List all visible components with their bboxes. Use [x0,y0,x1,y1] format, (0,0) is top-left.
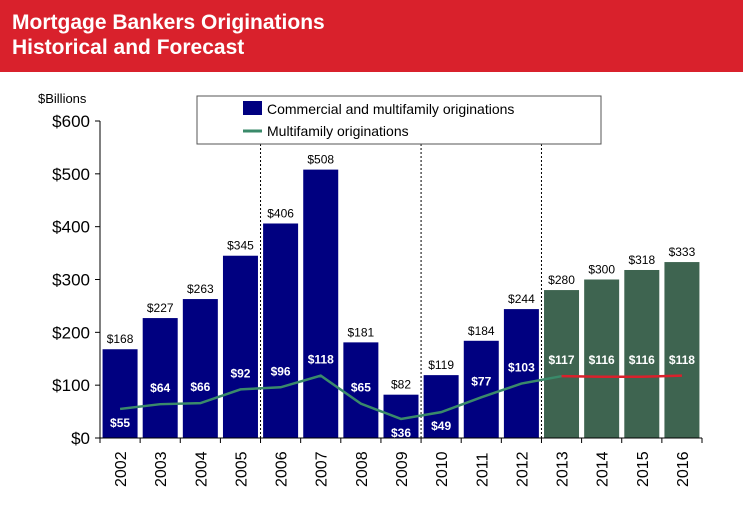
x-tick-label: 2008 [354,451,371,487]
line-value-label: $64 [150,381,170,395]
bar-2016 [664,262,700,438]
y-tick-label: $500 [52,165,90,184]
x-tick-label: 2005 [233,451,250,487]
bar-2005 [222,255,258,438]
y-tick-label: $400 [52,218,90,237]
multifamily-line-forecast [561,374,682,378]
bar-2008 [343,342,379,438]
bar-2003 [142,318,178,438]
legend-bar-swatch [243,101,262,115]
x-tick-label: 2016 [675,451,692,487]
x-tick-label: 2012 [514,451,531,487]
bar-value-label: $406 [267,206,294,220]
line-value-label: $66 [190,380,210,394]
legend-box [196,95,602,145]
line-value-label: $49 [431,419,451,433]
y-tick-label: $600 [52,112,90,131]
header-banner: Mortgage Bankers Originations Historical… [0,0,743,72]
page-title-line-2: Historical and Forecast [12,36,245,59]
x-tick-label: 2006 [274,451,291,487]
line-value-label: $77 [471,374,491,388]
page-title-line-1: Mortgage Bankers Originations [12,11,325,34]
bar-2012 [503,309,539,438]
line-value-label: $103 [508,361,535,375]
x-tick-label: 2009 [394,451,411,487]
legend-bar-label: Commercial and multifamily originations [267,101,514,117]
bar-value-label: $263 [187,282,214,296]
bar-value-label: $184 [468,324,495,338]
x-tick-label: 2010 [434,451,451,487]
bar-value-label: $227 [147,301,174,315]
bar-value-label: $244 [508,292,535,306]
bar-2011 [463,340,499,438]
line-value-label: $116 [589,353,615,367]
bar-2006 [263,223,299,438]
line-value-label: $118 [669,353,695,367]
bar-2004 [182,299,218,438]
y-tick-label: $100 [52,376,90,395]
x-tick-label: 2007 [314,451,331,487]
bar-2002 [102,349,138,438]
bar-value-label: $333 [669,245,696,259]
line-value-label: $118 [308,353,334,367]
axis-layer: $0 $100 $200 $300 $400 $500 $600 $Billions 2002 2… [38,91,703,487]
x-tick-label: 2014 [595,451,612,487]
bar-value-label: $181 [348,325,375,339]
bar-value-label: $168 [107,332,134,346]
y-tick-label: $200 [52,323,90,342]
bar-value-label: $82 [391,378,411,392]
y-tick-label: $300 [52,271,90,290]
line-value-label: $65 [351,381,371,395]
bar-value-label: $318 [628,253,655,267]
line-value-label: $92 [230,366,250,380]
line-value-label: $116 [629,353,655,367]
bar-value-label: $345 [227,239,254,253]
line-value-label: $117 [549,353,575,367]
bar-value-label: $119 [428,358,454,372]
x-tick-label: 2004 [193,451,210,487]
bar-value-label: $280 [548,273,575,287]
line-layer [119,374,682,421]
x-tick-label: 2015 [635,451,652,487]
line-value-label: $96 [271,364,291,378]
label-layer: $168 $227 $263 $345 $406 $508 $181 $82 $119 $184 $… [107,153,696,440]
line-value-label: $36 [391,426,411,440]
bar-layer [102,169,700,438]
bar-2007 [303,169,339,438]
legend: Commercial and multifamily originations … [196,95,602,145]
bar-value-label: $300 [588,263,615,277]
multifamily-line-historical [119,374,562,421]
y-axis-unit-label: $Billions [38,91,87,106]
bar-2014 [584,279,620,438]
x-tick-label: 2002 [113,451,130,487]
y-tick-label: $0 [71,429,90,448]
legend-line-label: Multifamily originations [267,123,409,139]
bar-value-label: $508 [307,153,334,167]
bar-2015 [624,269,660,438]
x-tick-label: 2011 [474,452,491,487]
x-tick-label: 2003 [153,451,170,487]
line-value-label: $55 [110,416,130,430]
divider-layer [260,144,542,438]
x-tick-label: 2013 [555,451,572,487]
bar-2013 [544,290,580,438]
